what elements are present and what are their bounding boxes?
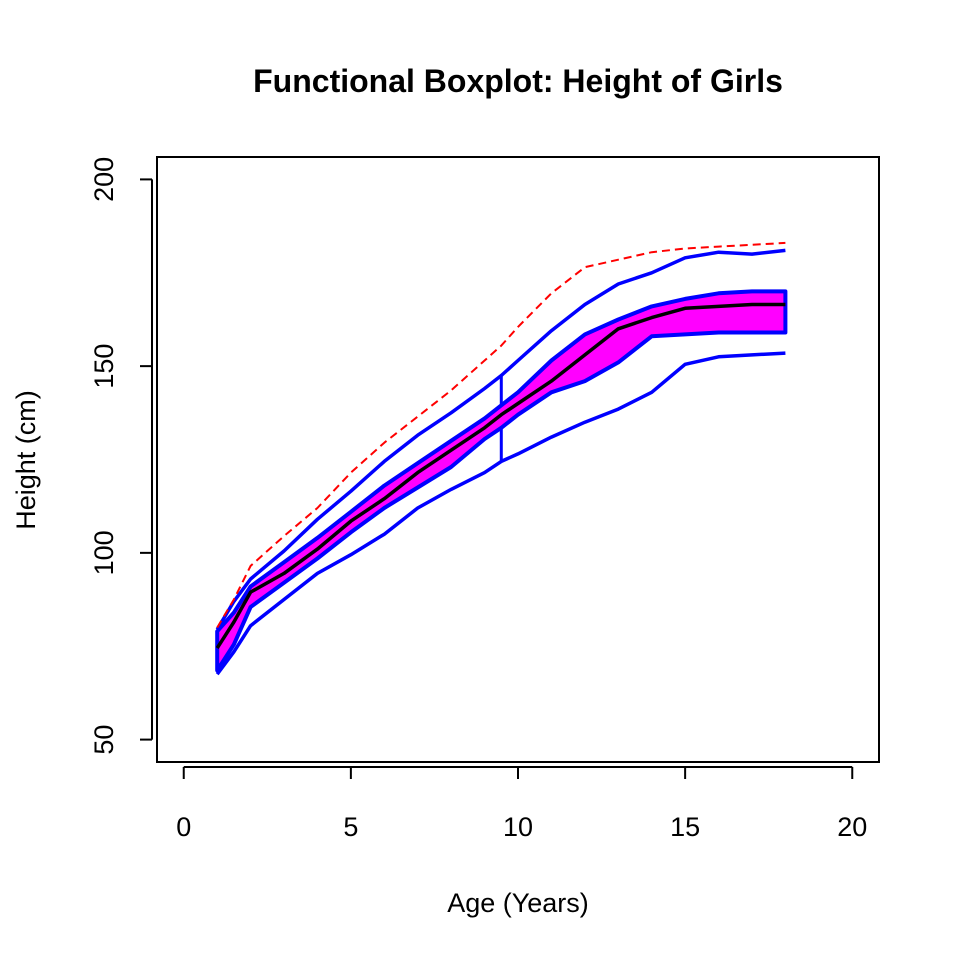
outlier-curve (216, 241, 786, 629)
max-whisker-curve (215, 248, 786, 631)
y-tick-label: 100 (89, 530, 119, 575)
min-whisker-curve (215, 351, 786, 676)
y-axis: 50 100 150 200 (89, 157, 153, 755)
x-tick-label: 5 (343, 812, 358, 842)
y-tick-label: 200 (89, 157, 119, 202)
series-layer (215, 241, 788, 676)
median-curve (215, 302, 786, 650)
x-tick-label: 10 (503, 812, 533, 842)
y-tick-label: 50 (89, 725, 119, 755)
y-axis-label: Height (cm) (11, 390, 41, 530)
x-tick-label: 0 (176, 812, 191, 842)
plot-frame (156, 156, 880, 763)
chart-title: Functional Boxplot: Height of Girls (253, 63, 783, 99)
y-tick-label: 150 (89, 344, 119, 389)
x-axis-label: Age (Years) (447, 888, 589, 918)
x-axis: 0 5 10 15 20 (176, 766, 867, 842)
central-region-envelope (215, 289, 788, 673)
x-tick-label: 20 (837, 812, 867, 842)
x-tick-label: 15 (670, 812, 700, 842)
